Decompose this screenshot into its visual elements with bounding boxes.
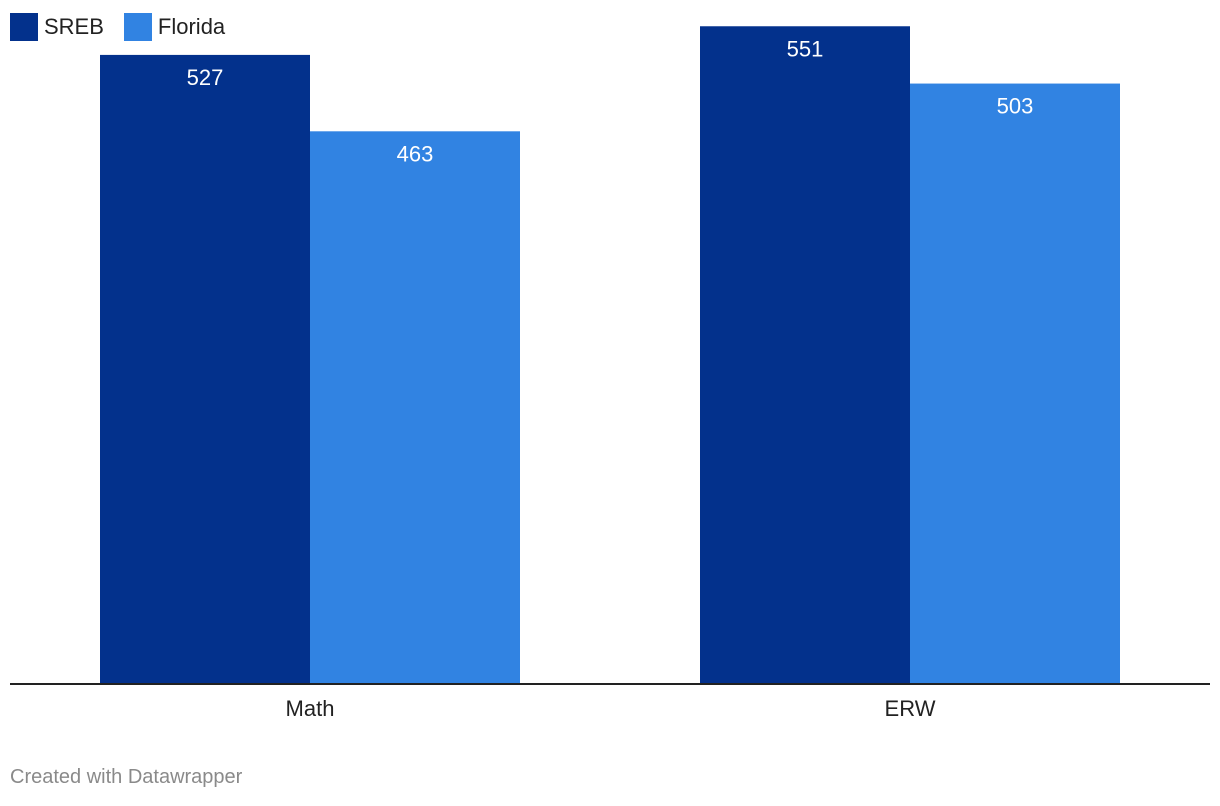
data-label-florida-erw: 503	[997, 94, 1034, 119]
bar-sreb-math	[100, 54, 310, 684]
data-label-sreb-math: 527	[187, 65, 224, 90]
data-label-florida-math: 463	[397, 141, 434, 166]
legend-label-florida: Florida	[157, 14, 226, 39]
legend-swatch-sreb	[10, 13, 38, 41]
bar-florida-math	[310, 131, 520, 684]
x-tick-label-math: Math	[286, 696, 335, 721]
datawrapper-credit: Created with Datawrapper	[10, 766, 243, 788]
bar-sreb-erw	[700, 26, 910, 684]
legend-item-florida: Florida	[123, 13, 226, 41]
data-label-sreb-erw: 551	[787, 36, 824, 61]
bar-chart: 527 463 Math 551 503 ERW	[10, 26, 1210, 721]
legend-label-sreb: SREB	[44, 14, 104, 39]
x-tick-label-erw: ERW	[885, 696, 936, 721]
chart-legend: SREB Florida	[10, 12, 245, 42]
bar-florida-erw	[910, 83, 1120, 685]
legend-swatch-florida	[123, 13, 152, 41]
legend-item-sreb: SREB	[10, 13, 104, 41]
